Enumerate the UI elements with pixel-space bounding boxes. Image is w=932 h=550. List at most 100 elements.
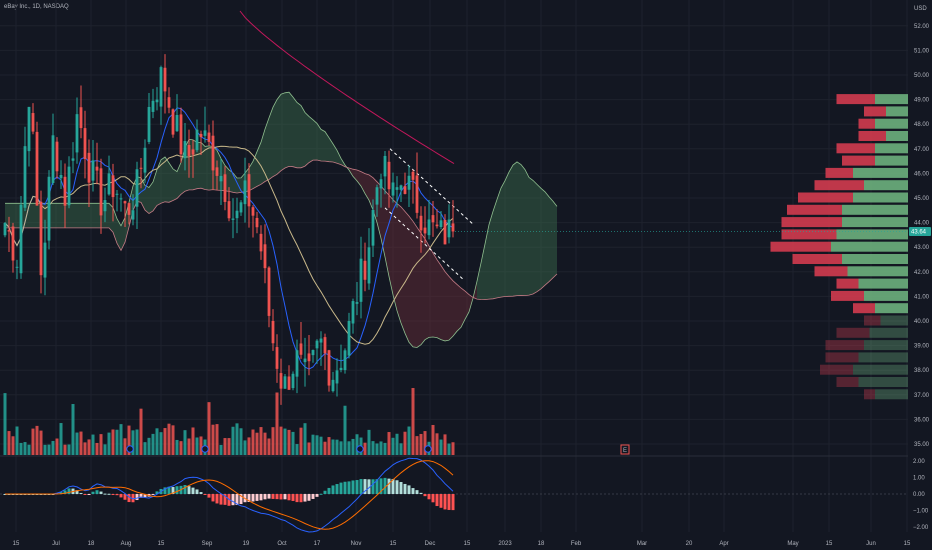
vp-down-bar (864, 315, 881, 326)
time-axis[interactable]: 15 Jul 18 Aug 15 Sep 19 Oct 17 Nov 15 Dec 15 2023 18 Fe… (13, 541, 911, 547)
candle-body (367, 247, 371, 284)
cloud-segment (449, 276, 453, 341)
candle-body (107, 173, 111, 195)
volume-bar (355, 434, 359, 455)
vp-down-bar (831, 290, 864, 301)
macd-histogram-bar (447, 494, 451, 510)
candles (3, 54, 455, 405)
ichimoku-cloud (5, 91, 558, 348)
macd-histogram-bar (247, 494, 251, 503)
candle-body (187, 145, 191, 156)
volume-bar (87, 439, 91, 455)
candle-body (399, 185, 403, 190)
macd-histogram-bar (331, 485, 335, 494)
macd-histogram-bar (231, 494, 235, 506)
candle-body (43, 242, 47, 278)
vp-down-bar (781, 229, 837, 240)
candle-body (7, 230, 11, 232)
cloud-segment (429, 245, 433, 338)
macd-histogram-bar (427, 494, 431, 500)
candle-body (287, 376, 291, 390)
cloud-segment (513, 161, 517, 297)
cloud-segment (89, 203, 93, 228)
volume-bar (399, 443, 403, 455)
volume-bar (71, 404, 75, 455)
macd-histogram-bar (355, 480, 359, 494)
candle-body (411, 171, 415, 180)
volume-bar (423, 431, 427, 455)
volume-bar (235, 423, 239, 455)
macd-histogram-bar (207, 494, 211, 498)
volume-bar (263, 432, 267, 455)
volume-bar (283, 428, 287, 455)
ma-long-line (239, 10, 455, 165)
volume-bar (187, 438, 191, 455)
volume-bar (439, 439, 443, 455)
cloud-segment (313, 119, 317, 161)
cloud-segment (9, 203, 13, 228)
price-tick-label: 35.00 (914, 442, 930, 448)
price-tick-label: 42.00 (914, 270, 930, 276)
cloud-segment (477, 262, 481, 300)
cloud-segment (169, 162, 173, 203)
macd-histogram-bar (203, 494, 207, 495)
volume-bar (255, 432, 259, 455)
candle-body (339, 367, 343, 370)
volume-bar (127, 425, 131, 455)
candle-body (39, 201, 43, 276)
macd-histogram-bar (319, 493, 323, 495)
macd-histogram-bar (67, 488, 71, 494)
vp-up-bar (875, 143, 908, 154)
time-tick-label: 20 (686, 541, 693, 547)
candle-body (115, 193, 119, 195)
price-axis[interactable]: USD 52.00 51.00 50.00 49.00 48.00 47.00 46.00 45… (913, 6, 930, 531)
vp-down-bar (836, 278, 859, 289)
volume-bar (131, 430, 135, 455)
macd-histogram-bar (295, 494, 299, 503)
cloud-segment (161, 156, 165, 204)
macd-histogram-bar (307, 494, 311, 501)
macd-histogram-bar (363, 479, 367, 494)
candle-body (179, 114, 183, 155)
candle-body (55, 141, 59, 172)
volume-bar (111, 429, 115, 455)
candle-body (403, 186, 407, 194)
candle-body (419, 215, 423, 231)
vp-up-bar (875, 389, 908, 400)
macd-histogram-bar (419, 492, 423, 494)
price-tick-label: 40.00 (914, 319, 930, 325)
ma-slow-line (4, 145, 454, 345)
candle-body (119, 198, 123, 200)
vp-down-bar (836, 94, 875, 105)
candle-body (171, 109, 175, 135)
candle-body (363, 260, 367, 280)
event-markers[interactable]: E (126, 444, 630, 455)
price-tick-label: 44.00 (914, 221, 930, 227)
volume-bar (211, 424, 215, 455)
candle-body (227, 201, 231, 219)
cloud-segment (529, 177, 533, 296)
last-price-box (909, 226, 931, 236)
macd-histogram-bar (443, 494, 447, 510)
candle-body (23, 146, 27, 208)
candle-body (155, 99, 159, 103)
candle-body (271, 320, 275, 344)
volume-bar (167, 423, 171, 455)
macd-histogram-bar (275, 494, 279, 500)
candle-body (423, 227, 427, 234)
cloud-segment (129, 185, 133, 228)
volume-bar (123, 438, 127, 455)
volume-bar (47, 444, 51, 455)
cloud-segment (553, 201, 557, 278)
grid (0, 0, 908, 532)
candle-body (91, 160, 95, 181)
volume-bar (183, 430, 187, 455)
macd-histogram-bar (335, 484, 339, 494)
macd-histogram-bar (195, 489, 199, 494)
volume-bar (343, 405, 347, 455)
chart-title: eBay Inc., 1D, NASDAQ (4, 4, 69, 10)
cloud-segment (145, 185, 149, 214)
candle-body (195, 129, 199, 151)
volume-bar (271, 427, 275, 455)
